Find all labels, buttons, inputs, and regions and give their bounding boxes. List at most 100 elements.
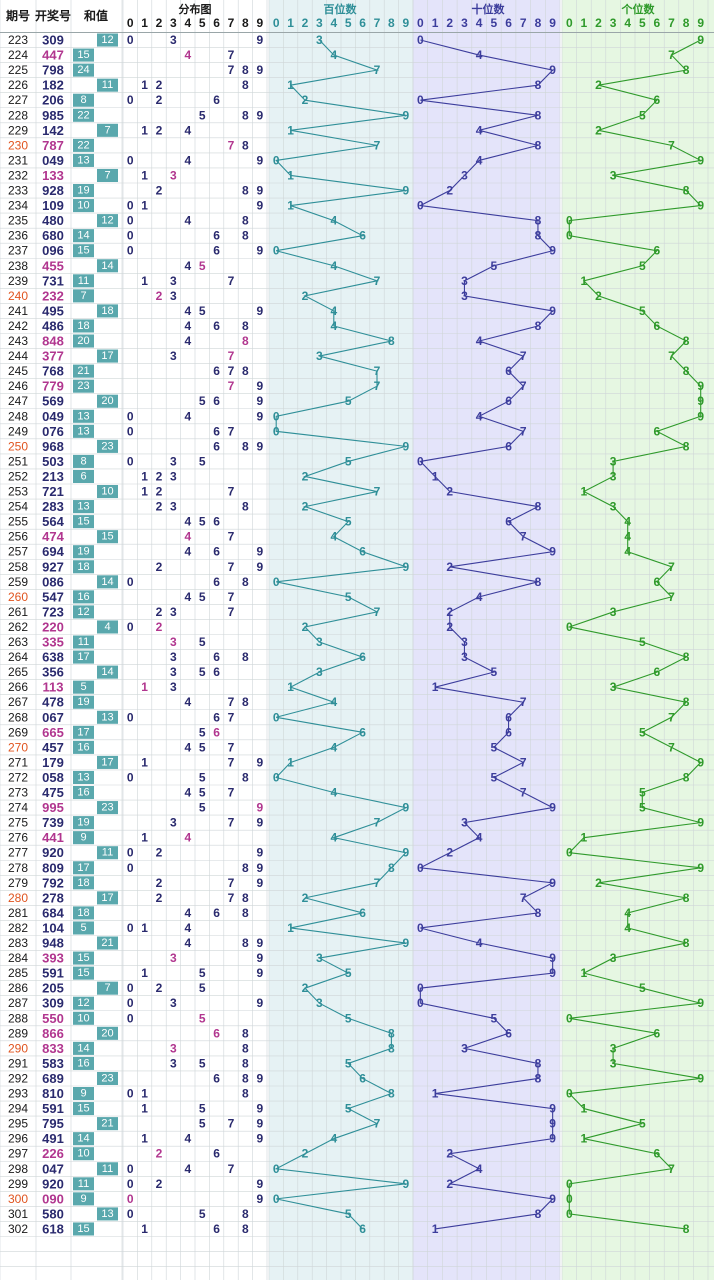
sum-box [73,229,94,243]
draw-number-cell: 723 [42,604,64,619]
dist-digit-label-6: 6 [213,16,220,30]
hundreds-digit: 6 [359,229,366,243]
sum-value: 7 [104,124,110,136]
hundreds-digit: 4 [330,48,337,62]
period-cell: 255 [8,515,28,529]
distribution-digit: 2 [156,560,163,574]
header-row: 期号 开奖号 和值 分布图 百位数 十位数 个位数 [6,2,656,23]
distribution-digit: 2 [156,123,163,137]
sum-box [73,184,94,198]
period-cell: 292 [8,1071,28,1085]
u-digit-label-4: 4 [624,16,631,30]
tens-digit: 8 [535,1071,542,1085]
tens-digit: 6 [505,515,512,529]
draw-number-cell: 591 [42,1101,64,1116]
header-hundreds: 百位数 [324,2,358,16]
distribution-digit: 2 [156,981,163,995]
hundreds-digit: 5 [345,515,352,529]
sum-value: 21 [101,937,113,949]
draw-number-cell: 447 [42,48,64,63]
tens-digit: 7 [520,424,527,438]
period-cell: 245 [8,364,28,378]
hundreds-digit: 6 [359,1222,366,1236]
tens-digit: 6 [505,710,512,724]
tens-digit: 9 [549,876,556,890]
draw-number-cell: 995 [42,800,64,815]
hundreds-digit: 7 [374,138,381,152]
tens-digit: 3 [461,274,468,288]
sum-box [73,1177,94,1191]
table-row: 230 787 22 7 8 7 8 7 [8,138,675,153]
table-row: 291 583 16 3 5 8 5 8 3 [8,1056,617,1071]
distribution-digit: 3 [170,349,177,363]
hundreds-digit: 2 [302,93,309,107]
hundreds-digit: 9 [402,801,409,815]
tens-digit: 5 [491,1011,498,1025]
period-cell: 297 [8,1147,28,1161]
units-digit: 7 [668,1162,675,1176]
tens-digit: 1 [432,1222,439,1236]
table-row: 289 866 20 6 8 8 6 6 [8,1026,661,1041]
distribution-digit: 6 [213,229,220,243]
distribution-digit: 4 [184,153,191,167]
period-cell: 285 [8,966,28,980]
sum-box [73,996,94,1010]
distribution-digit: 4 [184,319,191,333]
hundreds-digit: 6 [359,1071,366,1085]
sum-box [73,409,94,423]
sum-value: 20 [101,395,113,407]
distribution-digit: 0 [127,1207,134,1221]
sum-box [97,1207,118,1221]
tens-digit: 7 [520,349,527,363]
distribution-digit: 6 [213,906,220,920]
distribution-digit: 7 [228,349,235,363]
sum-box [73,93,94,107]
sum-box [73,138,94,152]
sum-value: 22 [77,139,89,151]
period-cell: 231 [8,153,28,167]
sum-box [97,439,118,453]
tens-digit: 3 [461,650,468,664]
period-cell: 268 [8,710,28,724]
draw-number-cell: 278 [42,890,64,905]
distribution-digit: 5 [199,590,206,604]
units-digit: 3 [610,500,617,514]
distribution-digit: 5 [199,454,206,468]
hundreds-digit: 6 [359,545,366,559]
table-row: 270 457 16 4 5 7 4 5 7 [8,740,675,755]
draw-number-cell: 457 [42,740,64,755]
period-cell: 244 [8,349,28,363]
sum-value: 19 [77,185,89,197]
units-digit: 5 [639,108,646,122]
dist-digit-label-3: 3 [170,16,177,30]
units-digit: 8 [683,439,690,453]
distribution-digit: 4 [184,123,191,137]
units-digit: 4 [624,515,631,529]
period-cell: 290 [8,1041,28,1055]
header-tens: 十位数 [472,2,506,16]
tens-digit: 6 [505,394,512,408]
u-digit-label-5: 5 [639,16,646,30]
table-row: 273 475 16 4 5 7 4 7 5 [8,785,646,800]
period-cell: 291 [8,1056,28,1070]
distribution-digit: 0 [127,244,134,258]
period-cell: 278 [8,861,28,875]
period-cell: 230 [8,138,28,152]
tens-digit: 8 [535,108,542,122]
hundreds-digit: 5 [345,590,352,604]
distribution-digit: 5 [199,966,206,980]
draw-number-cell: 335 [42,635,64,650]
sum-box [73,153,94,167]
distribution-digit: 0 [127,770,134,784]
sum-value: 10 [77,1148,89,1160]
hundreds-digit: 0 [273,424,280,438]
hundreds-digit: 4 [330,530,337,544]
draw-number-cell: 591 [42,966,64,981]
table-row: 237 096 15 0 6 9 0 9 6 [8,243,661,258]
tens-digit: 9 [549,1192,556,1206]
table-row: 268 067 13 0 6 7 0 6 7 [8,710,675,725]
table-row: 262 220 4 0 2 2 2 0 [8,619,573,634]
distribution-digit: 1 [141,755,148,769]
distribution-digit: 5 [199,1207,206,1221]
sum-box [73,951,94,965]
